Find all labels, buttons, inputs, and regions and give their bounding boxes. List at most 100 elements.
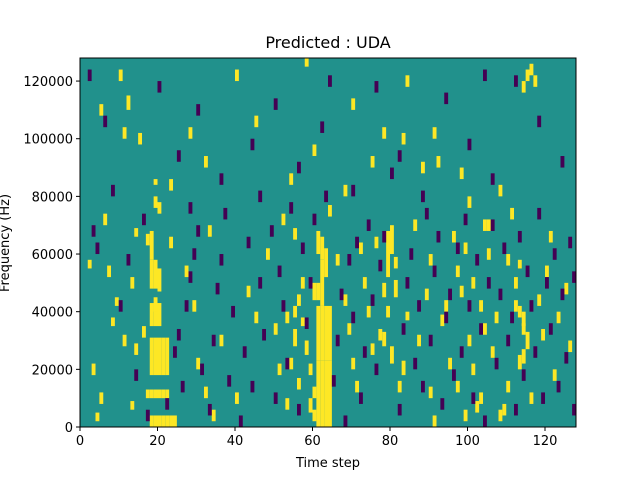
heatmap-cell-high <box>548 230 553 243</box>
heatmap-cell-high <box>463 242 468 255</box>
heatmap-cell-high <box>320 259 325 306</box>
heatmap-cell-low <box>401 323 406 335</box>
heatmap-cell-high <box>204 156 208 168</box>
heatmap-cell-low <box>87 69 92 82</box>
heatmap-cell-high <box>149 259 154 289</box>
heatmap-cell-low <box>514 75 518 87</box>
heatmap-cell-high <box>514 277 518 289</box>
heatmap-cell-low <box>390 167 394 180</box>
heatmap-cell-low <box>378 259 383 272</box>
heatmap-cell-high <box>114 297 119 306</box>
heatmap-cell-low <box>273 392 278 404</box>
heatmap-cell-high <box>529 63 534 76</box>
heatmap-cell-high <box>517 259 522 269</box>
heatmap-cell-high <box>153 196 158 208</box>
heatmap-cell-high <box>483 219 487 231</box>
heatmap-cell-low <box>572 271 577 283</box>
heatmap-cell-high <box>153 259 158 289</box>
heatmap-cell-low <box>506 334 511 347</box>
heatmap-cell-high <box>428 386 433 399</box>
heatmap-cell-low <box>479 323 484 335</box>
heatmap-cell-high <box>320 305 325 361</box>
heatmap-cell-high <box>169 236 174 249</box>
heatmap-cell-high <box>87 259 92 269</box>
heatmap-cell-high <box>219 334 224 347</box>
heatmap-cell-high <box>401 360 406 376</box>
heatmap-cell-low <box>572 403 577 416</box>
heatmap-cell-low <box>95 242 100 255</box>
heatmap-cell-low <box>541 392 546 404</box>
heatmap-cell-high <box>320 360 325 427</box>
x-tick-label: 60 <box>304 434 321 449</box>
heatmap-cell-low <box>176 328 181 341</box>
heatmap-cell-low <box>502 242 507 255</box>
heatmap-cell-high <box>386 230 391 278</box>
heatmap-cell-low <box>180 380 185 393</box>
heatmap-cell-high <box>452 230 456 243</box>
heatmap-cell-high <box>297 377 301 390</box>
plot-frame <box>79 57 577 428</box>
heatmap-cell-low <box>126 254 131 266</box>
heatmap-cell-high <box>173 415 177 427</box>
heatmap-cell-high <box>308 398 313 413</box>
heatmap-cell-low <box>347 254 352 266</box>
heatmap-cell-low <box>417 300 422 312</box>
heatmap-cell-low <box>238 415 243 427</box>
heatmap-cell-high <box>293 305 298 318</box>
heatmap-cell-high <box>99 392 104 404</box>
heatmap-cell-low <box>200 363 205 376</box>
heatmap-cell-low <box>413 357 418 370</box>
heatmap-cell-low <box>397 403 402 416</box>
heatmap-cell-high <box>207 225 212 237</box>
heatmap-cell-low <box>537 207 542 220</box>
heatmap-cell-high <box>254 311 259 324</box>
heatmap-cell-low <box>463 213 468 226</box>
heatmap-cell-high <box>153 179 158 185</box>
heatmap-cell-high <box>235 392 239 404</box>
heatmap-cell-low <box>424 207 429 220</box>
heatmap-cell-high <box>142 326 146 338</box>
heatmap-cell-low <box>374 81 379 93</box>
heatmap-cell-high <box>386 305 391 318</box>
heatmap-cell-low <box>219 173 224 185</box>
heatmap-cell-low <box>285 357 290 370</box>
heatmap-cell-high <box>514 300 518 312</box>
heatmap-cell-low <box>560 156 565 168</box>
heatmap-cell-low <box>258 190 263 203</box>
heatmap-cell-low <box>308 277 313 289</box>
x-tick-label: 40 <box>227 434 244 449</box>
heatmap-cell-low <box>192 248 197 260</box>
heatmap-cell-high <box>401 132 406 145</box>
heatmap-cell-low <box>304 317 309 329</box>
heatmap-cell-high <box>467 196 472 208</box>
heatmap-cell-low <box>432 265 437 278</box>
heatmap-cell-high <box>328 205 332 217</box>
heatmap-cell-low <box>471 392 476 404</box>
heatmap-cell-low <box>207 403 212 416</box>
heatmap-cell-low <box>440 398 445 410</box>
heatmap-cell-high <box>486 219 491 231</box>
heatmap-cell-low <box>486 277 491 289</box>
heatmap-cell-high <box>122 334 127 347</box>
heatmap-cell-low <box>188 202 193 214</box>
heatmap-cell-high <box>107 265 112 278</box>
x-axis-label: Time step <box>295 456 360 471</box>
heatmap-cell-low <box>409 248 414 260</box>
heatmap-cell-low <box>428 334 433 347</box>
heatmap-cell-low <box>145 409 150 422</box>
heatmap-cell-high <box>312 282 317 301</box>
heatmap-cell-high <box>533 75 538 87</box>
heatmap-cell-high <box>293 328 298 347</box>
plot-area <box>79 57 577 428</box>
heatmap-cell-high <box>405 311 410 321</box>
heatmap-cell-high <box>285 311 290 324</box>
heatmap-cell-high <box>153 303 158 327</box>
heatmap-cell-high <box>300 277 305 289</box>
y-tick-label: 40000 <box>32 306 73 321</box>
heatmap-cell-high <box>149 337 154 376</box>
heatmap-cell-low <box>467 138 472 151</box>
heatmap-cell-low <box>246 236 251 249</box>
heatmap-cell-high <box>328 360 332 427</box>
heatmap-cell-high <box>424 288 429 301</box>
heatmap-cell-high <box>479 300 484 312</box>
